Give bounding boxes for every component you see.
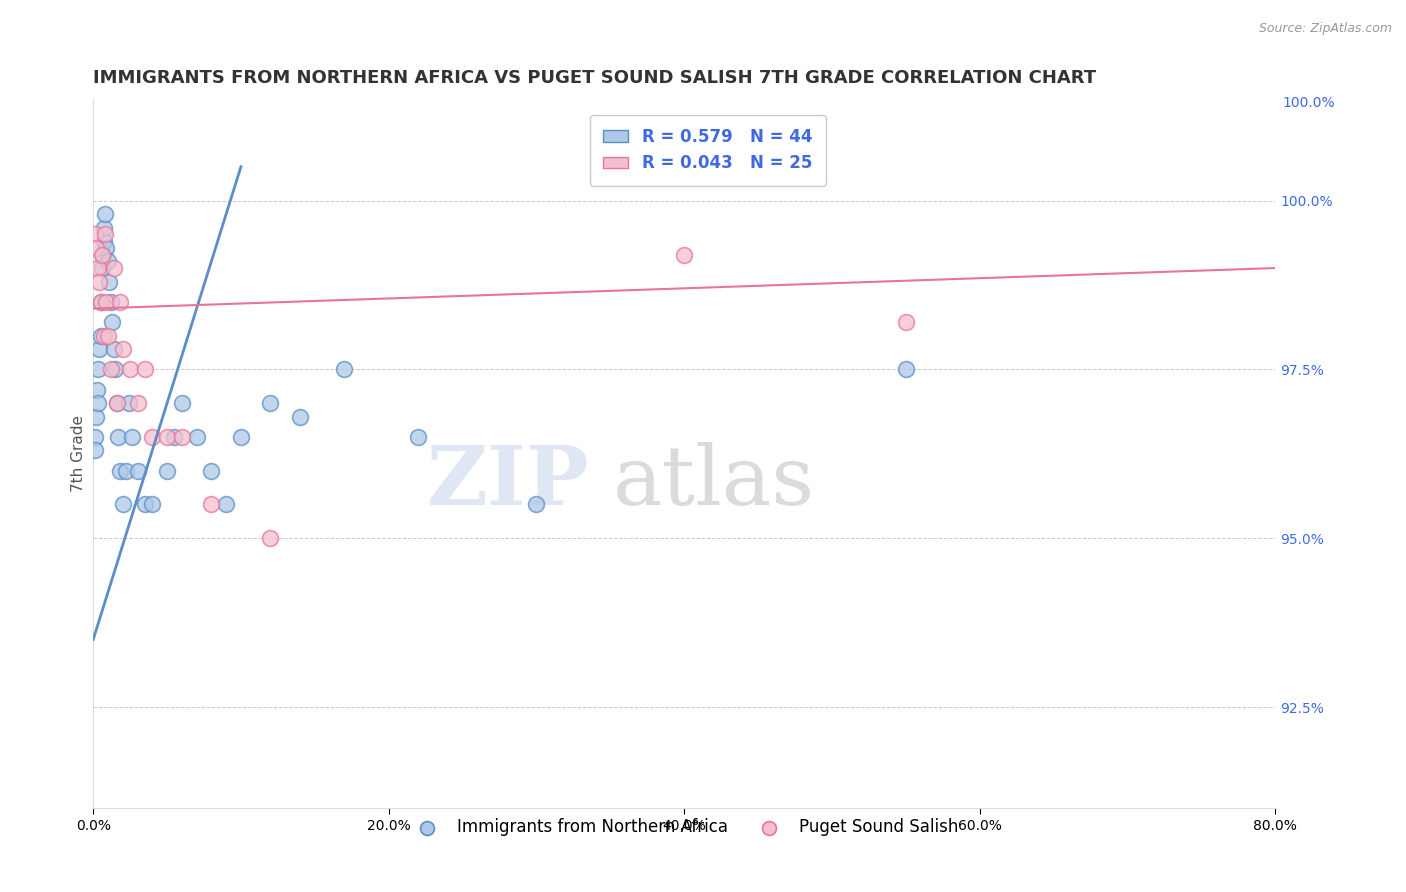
- Point: [87, 275, 110, 289]
- Point: [96, 241, 118, 255]
- Point: [90, 294, 112, 309]
- Point: [86, 261, 108, 276]
- Point: [98, 275, 121, 289]
- Point: [114, 464, 136, 478]
- Point: [673, 247, 696, 261]
- Y-axis label: 7th Grade: 7th Grade: [72, 416, 86, 492]
- Point: [108, 464, 131, 478]
- Point: [100, 362, 122, 376]
- Point: [894, 315, 917, 329]
- Point: [91, 247, 114, 261]
- Point: [170, 396, 193, 410]
- Point: [259, 531, 281, 545]
- Point: [103, 261, 125, 276]
- Point: [93, 220, 115, 235]
- Point: [91, 261, 114, 276]
- Point: [96, 294, 118, 309]
- Point: [141, 498, 163, 512]
- Legend: Immigrants from Northern Africa, Puget Sound Salish: Immigrants from Northern Africa, Puget S…: [404, 812, 965, 843]
- Point: [117, 396, 139, 410]
- Point: [127, 464, 149, 478]
- Point: [134, 498, 156, 512]
- Point: [156, 430, 179, 444]
- Point: [107, 430, 129, 444]
- Point: [84, 241, 107, 255]
- Point: [108, 294, 131, 309]
- Point: [200, 498, 222, 512]
- Point: [100, 294, 122, 309]
- Point: [104, 362, 127, 376]
- Point: [101, 315, 124, 329]
- Point: [163, 430, 186, 444]
- Point: [156, 464, 179, 478]
- Point: [86, 396, 108, 410]
- Point: [94, 227, 117, 242]
- Point: [288, 409, 311, 424]
- Point: [121, 430, 143, 444]
- Point: [97, 328, 120, 343]
- Point: [229, 430, 252, 444]
- Point: [141, 430, 163, 444]
- Point: [84, 443, 107, 458]
- Point: [215, 498, 238, 512]
- Point: [84, 409, 107, 424]
- Point: [97, 254, 120, 268]
- Point: [87, 362, 110, 376]
- Point: [86, 383, 108, 397]
- Point: [93, 328, 115, 343]
- Text: atlas: atlas: [613, 442, 815, 522]
- Point: [87, 342, 110, 356]
- Point: [94, 207, 117, 221]
- Point: [186, 430, 208, 444]
- Text: IMMIGRANTS FROM NORTHERN AFRICA VS PUGET SOUND SALISH 7TH GRADE CORRELATION CHAR: IMMIGRANTS FROM NORTHERN AFRICA VS PUGET…: [93, 69, 1097, 87]
- Point: [406, 430, 429, 444]
- Point: [526, 498, 548, 512]
- Point: [170, 430, 193, 444]
- Text: ZIP: ZIP: [427, 442, 589, 522]
- Point: [105, 396, 128, 410]
- Point: [91, 247, 114, 261]
- Point: [90, 294, 112, 309]
- Point: [894, 362, 917, 376]
- Point: [134, 362, 156, 376]
- Point: [111, 498, 134, 512]
- Point: [105, 396, 128, 410]
- Point: [111, 342, 134, 356]
- Point: [103, 342, 125, 356]
- Point: [83, 430, 105, 444]
- Point: [333, 362, 356, 376]
- Point: [200, 464, 222, 478]
- Point: [127, 396, 149, 410]
- Text: 100.0%: 100.0%: [1282, 96, 1334, 111]
- Point: [90, 328, 112, 343]
- Text: Source: ZipAtlas.com: Source: ZipAtlas.com: [1258, 22, 1392, 36]
- Point: [120, 362, 142, 376]
- Point: [83, 227, 105, 242]
- Point: [259, 396, 281, 410]
- Point: [93, 234, 115, 248]
